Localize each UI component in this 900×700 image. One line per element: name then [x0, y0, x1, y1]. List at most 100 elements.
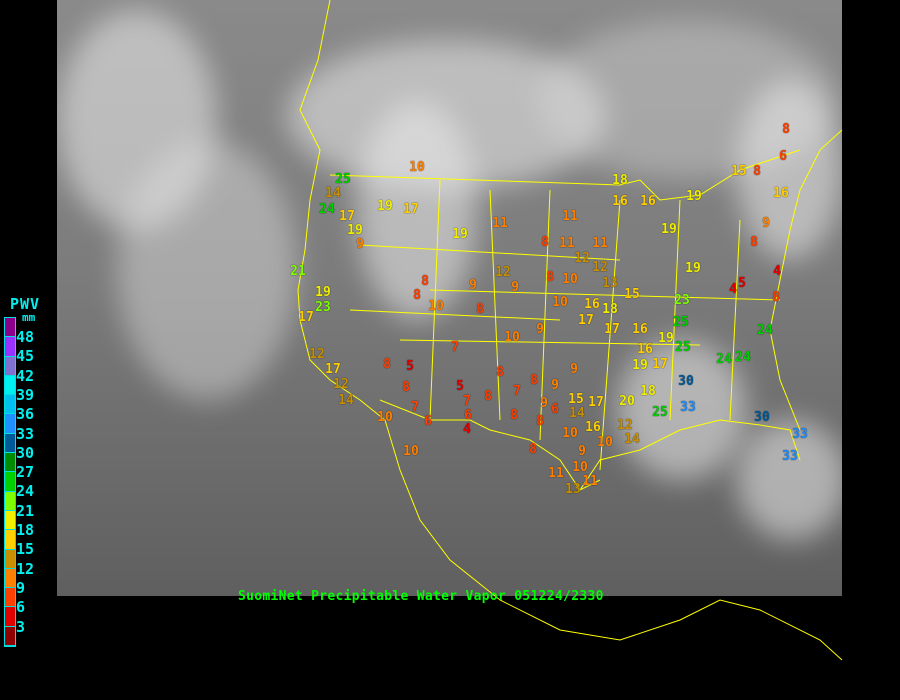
station-pwv-value: 7: [411, 400, 419, 415]
station-pwv-value: 9: [540, 396, 548, 411]
pwv-legend: PWV mm 48 45 42 39 36 33 30 27 24 21 18 15 12 9 6 3: [0, 292, 60, 670]
station-pwv-value: 17: [604, 322, 620, 337]
legend-unit: mm: [22, 311, 36, 324]
station-pwv-value: 6: [551, 402, 559, 417]
legend-swatch: [5, 530, 15, 550]
station-pwv-value: 16: [637, 342, 653, 357]
station-pwv-value: 14: [325, 186, 341, 201]
station-pwv-value: 19: [686, 189, 702, 204]
station-pwv-value: 18: [612, 173, 628, 188]
station-pwv-value: 16: [612, 194, 628, 209]
station-pwv-value: 8: [530, 373, 538, 388]
legend-tick: 30: [16, 443, 35, 462]
station-pwv-value: 24: [735, 350, 751, 365]
station-pwv-value: 12: [495, 265, 511, 280]
station-pwv-value: 19: [315, 285, 331, 300]
legend-swatch: [5, 568, 15, 589]
legend-tick: 36: [16, 405, 35, 424]
station-pwv-value: 8: [536, 414, 544, 429]
legend-swatch: [5, 491, 15, 511]
station-pwv-value: 8: [476, 302, 484, 317]
station-pwv-value: 33: [792, 427, 808, 442]
station-pwv-value: 11: [592, 236, 608, 251]
legend-title: PWV: [10, 295, 41, 313]
station-pwv-value: 13: [565, 482, 581, 497]
station-pwv-value: 8: [753, 164, 761, 179]
legend-tick: 9: [16, 578, 26, 597]
station-pwv-value: 5: [456, 379, 464, 394]
station-pwv-value: 7: [513, 384, 521, 399]
map-title: SuomiNet Precipitable Water Vapor 051224…: [238, 589, 604, 604]
station-pwv-value: 4: [773, 264, 781, 279]
legend-tick: 6: [16, 598, 26, 617]
station-pwv-value: 15: [731, 164, 747, 179]
station-pwv-value: 9: [469, 278, 477, 293]
station-pwv-value: 24: [757, 323, 773, 338]
legend-color-bar: [4, 317, 16, 648]
legend-tick: 24: [16, 482, 35, 501]
station-pwv-value: 25: [335, 172, 351, 187]
station-pwv-value: 23: [315, 300, 331, 315]
station-pwv-value: 19: [685, 261, 701, 276]
station-pwv-value: 4: [463, 422, 471, 437]
station-pwv-value: 9: [511, 280, 519, 295]
station-pwv-value: 8: [402, 380, 410, 395]
station-pwv-value: 9: [578, 444, 586, 459]
station-pwv-value: 10: [572, 460, 588, 475]
station-pwv-value: 25: [675, 340, 691, 355]
station-pwv-value: 11: [492, 216, 508, 231]
west-coastline: [297, 0, 386, 421]
station-pwv-value: 8: [772, 290, 780, 305]
station-pwv-value: 18: [640, 384, 656, 399]
station-pwv-value: 9: [536, 322, 544, 337]
station-pwv-value: 19: [452, 227, 468, 242]
station-pwv-value: 6: [779, 149, 787, 164]
station-pwv-value: 11: [582, 474, 598, 489]
station-pwv-value: 17: [403, 202, 419, 217]
station-pwv-value: 15: [568, 392, 584, 407]
station-pwv-value: 23: [674, 293, 690, 308]
legend-swatch: [5, 549, 15, 569]
station-pwv-value: 16: [585, 420, 601, 435]
station-pwv-value: 8: [750, 235, 758, 250]
legend-swatch: [5, 472, 15, 492]
station-pwv-value: 17: [578, 313, 594, 328]
station-pwv-value: 9: [356, 237, 364, 252]
station-pwv-value: 33: [782, 449, 798, 464]
station-pwv-value: 7: [463, 394, 471, 409]
legend-swatch: [5, 607, 15, 627]
station-pwv-value: 7: [451, 340, 459, 355]
station-pwv-value: 25: [673, 315, 689, 330]
station-pwv-value: 16: [584, 297, 600, 312]
station-pwv-value: 5: [406, 359, 414, 374]
station-pwv-value: 17: [325, 362, 341, 377]
station-pwv-value: 8: [510, 408, 518, 423]
station-pwv-value: 6: [424, 414, 432, 429]
station-pwv-value: 9: [570, 362, 578, 377]
legend-swatch: [5, 356, 15, 376]
mexico-coast: [384, 419, 843, 661]
station-pwv-value: 19: [632, 358, 648, 373]
legend-swatch: [5, 510, 15, 531]
legend-swatch: [5, 318, 15, 338]
station-pwv-value: 8: [782, 122, 790, 137]
station-pwv-value: 16: [773, 186, 789, 201]
station-pwv-value: 24: [716, 352, 732, 367]
station-pwv-value: 10: [428, 299, 444, 314]
legend-swatch: [5, 626, 15, 647]
station-pwv-value: 17: [298, 310, 314, 325]
station-pwv-value: 33: [680, 400, 696, 415]
legend-tick: 48: [16, 328, 35, 346]
legend-tick: 18: [16, 521, 35, 539]
station-pwv-value: 21: [290, 264, 306, 279]
station-pwv-value: 14: [338, 393, 354, 408]
station-pwv-value: 14: [569, 406, 585, 421]
station-pwv-value: 17: [652, 357, 668, 372]
station-pwv-value: 6: [464, 408, 472, 423]
station-pwv-value: 8: [383, 357, 391, 372]
station-pwv-value: 10: [562, 426, 578, 441]
legend-swatch: [5, 337, 15, 357]
station-pwv-value: 19: [377, 199, 393, 214]
station-pwv-value: 10: [504, 330, 520, 345]
